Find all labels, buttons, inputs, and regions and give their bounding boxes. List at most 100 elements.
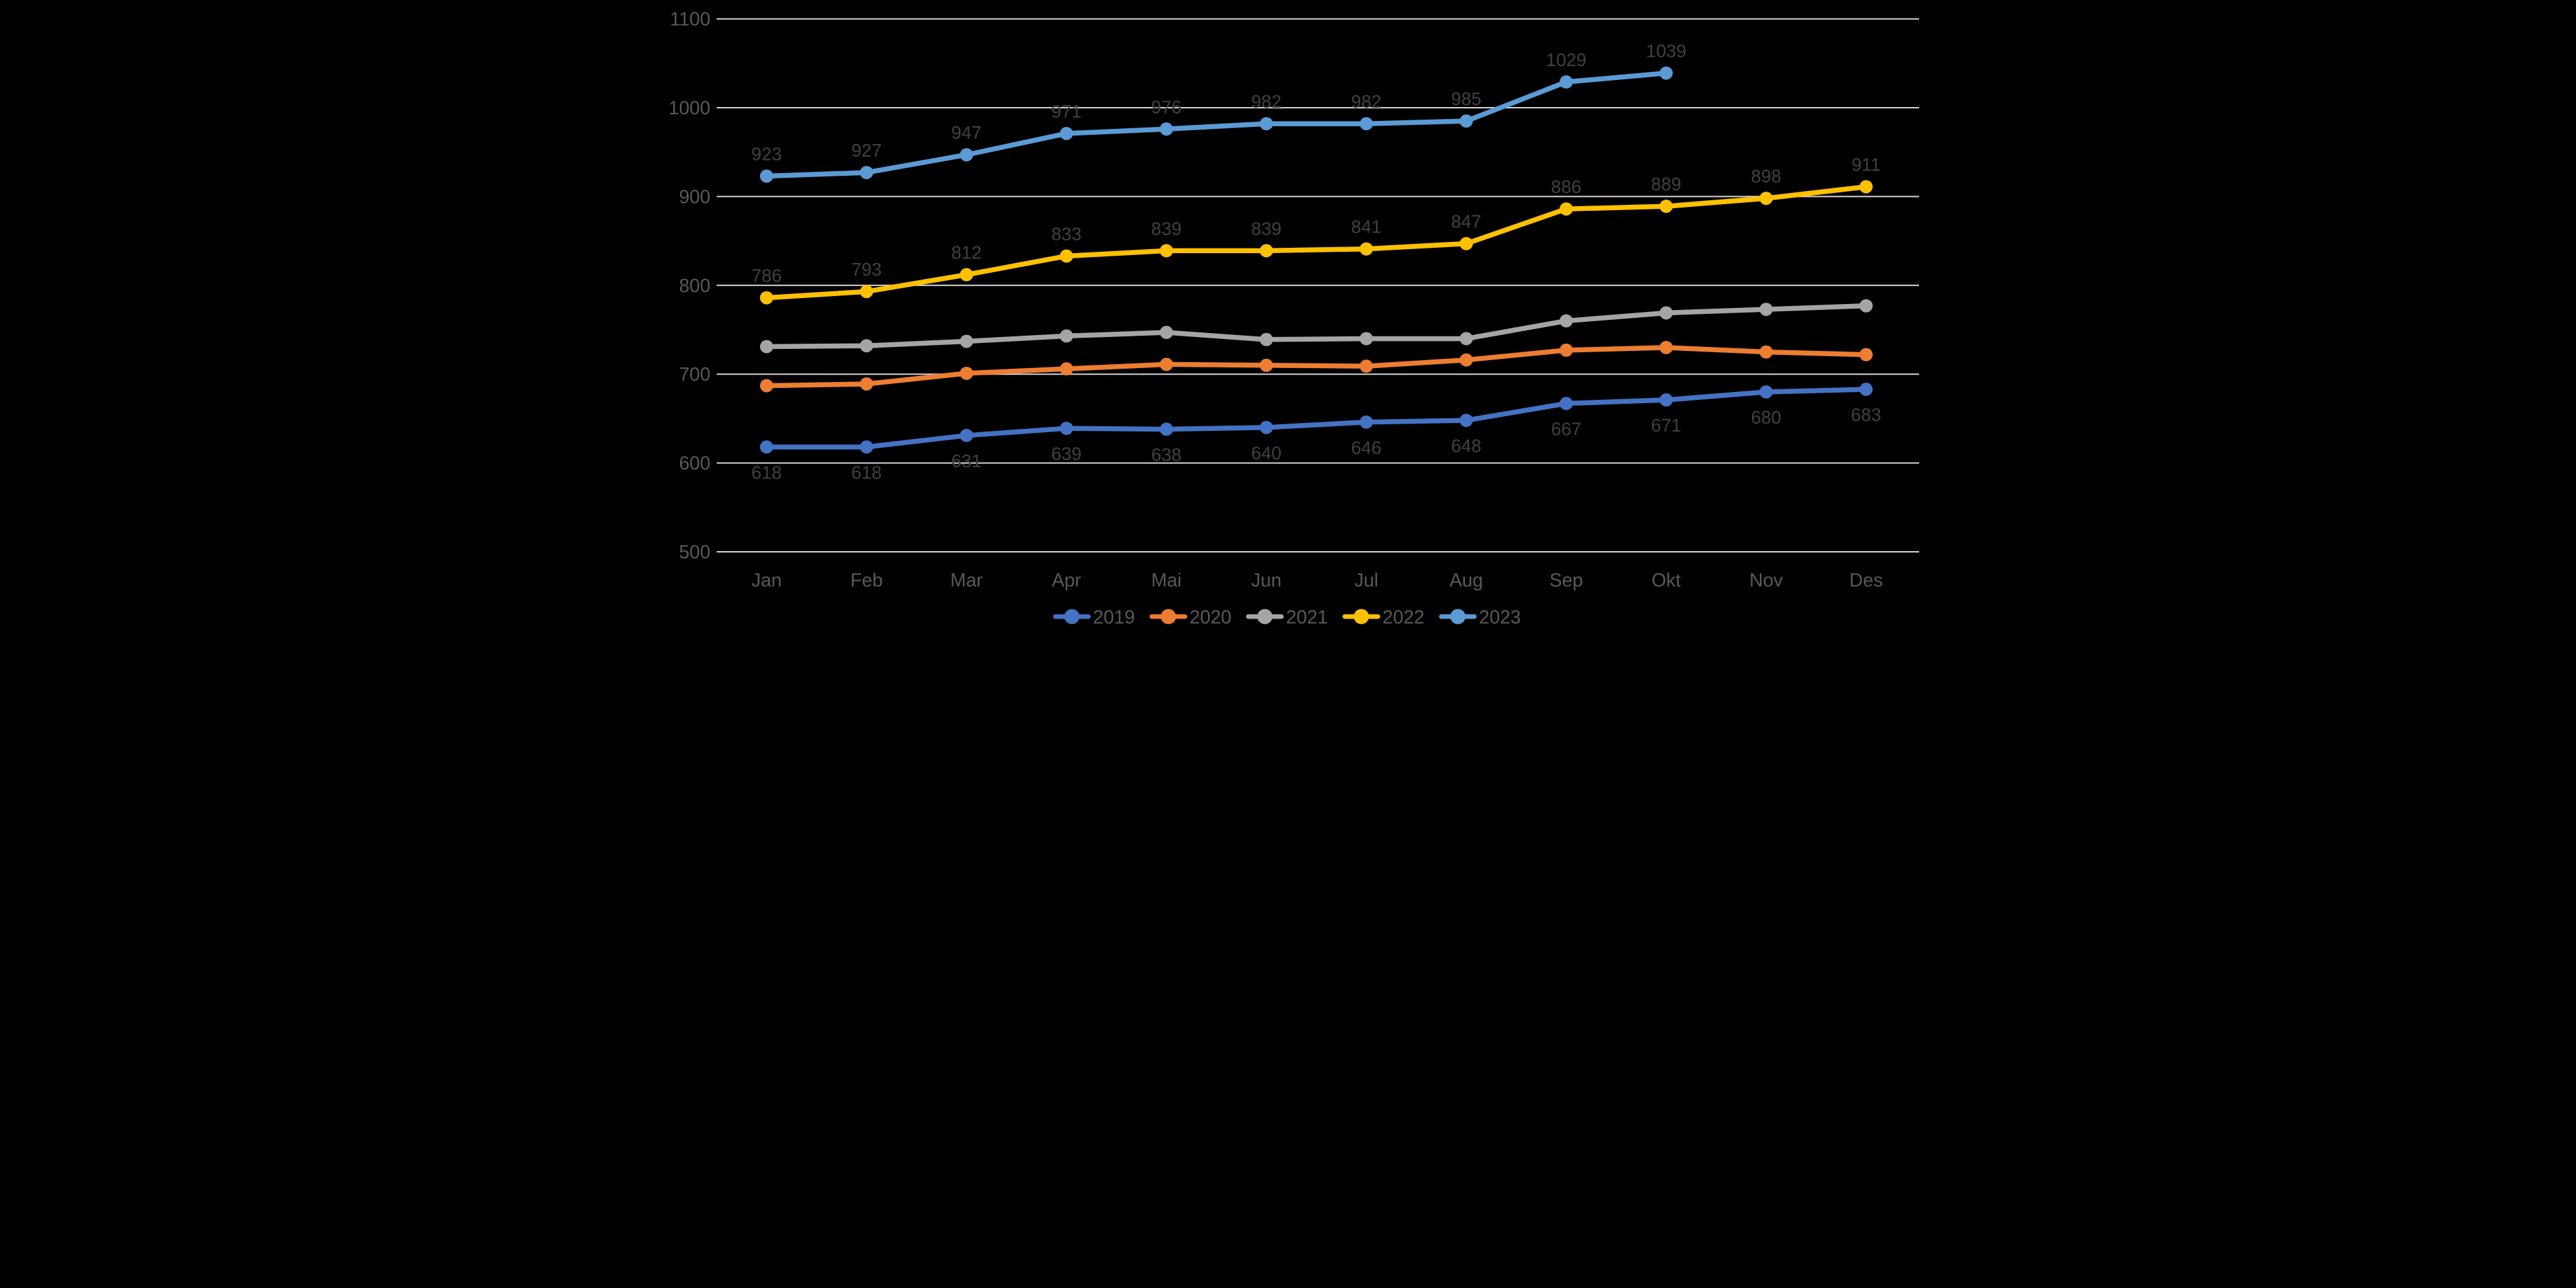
data-labels-layer: 618 618 631 639 638 640 646 648 667 671 680 683 786 7… xyxy=(751,41,1881,483)
data-label-2023: 985 xyxy=(1451,89,1481,109)
legend-item-2022: 2022 xyxy=(1342,607,1424,628)
y-axis-tick-label: 500 xyxy=(679,542,710,563)
data-label-2023: 976 xyxy=(1151,96,1182,117)
data-label-2023: 971 xyxy=(1051,101,1081,122)
data-point-marker-2019 xyxy=(759,440,773,454)
data-point-marker-2019 xyxy=(1259,420,1273,434)
data-point-marker-2021 xyxy=(859,339,873,353)
data-point-marker-2022 xyxy=(1559,202,1573,216)
data-label-2023: 1039 xyxy=(1646,41,1686,61)
data-label-2023: 947 xyxy=(951,122,981,143)
data-point-marker-2021 xyxy=(1759,303,1772,317)
data-label-2019: 638 xyxy=(1151,445,1182,465)
data-label-2022: 839 xyxy=(1151,218,1182,239)
data-point-marker-2022 xyxy=(1859,180,1873,194)
legend-item-2021: 2021 xyxy=(1246,607,1328,628)
data-label-2019: 618 xyxy=(751,462,782,482)
data-point-marker-2019 xyxy=(1459,414,1473,428)
data-point-marker-2021 xyxy=(1059,329,1073,343)
y-axis-tick-label: 1000 xyxy=(668,98,710,119)
data-point-marker-2020 xyxy=(759,379,773,393)
data-point-marker-2020 xyxy=(1159,358,1173,371)
x-axis-month-label: Mai xyxy=(1151,570,1182,591)
data-point-marker-2021 xyxy=(1859,299,1873,313)
data-label-2022: 886 xyxy=(1551,176,1581,197)
data-label-2022: 898 xyxy=(1751,166,1781,186)
data-point-marker-2022 xyxy=(1659,200,1673,213)
legend-label: 2022 xyxy=(1383,607,1424,628)
series-line-2023 xyxy=(763,70,1669,179)
data-point-marker-2020 xyxy=(1059,362,1073,376)
data-point-marker-2021 xyxy=(1359,332,1373,346)
data-point-marker-2020 xyxy=(859,377,873,391)
data-label-2022: 812 xyxy=(951,243,981,263)
data-point-marker-2023 xyxy=(1159,122,1173,136)
x-axis-month-label: Sep xyxy=(1549,570,1583,591)
data-point-marker-2021 xyxy=(1559,314,1573,328)
x-axis-month-label: Apr xyxy=(1051,570,1081,591)
data-point-marker-2021 xyxy=(1259,332,1273,346)
data-point-marker-2020 xyxy=(1259,358,1273,372)
x-axis-month-label: Mar xyxy=(950,570,983,591)
data-label-2022: 841 xyxy=(1351,217,1381,237)
data-point-marker-2023 xyxy=(859,166,873,180)
data-point-marker-2022 xyxy=(960,268,973,282)
data-label-2022: 786 xyxy=(751,266,782,286)
data-point-marker-2022 xyxy=(1159,244,1173,258)
data-point-marker-2023 xyxy=(1059,126,1073,140)
data-point-marker-2023 xyxy=(1659,66,1673,80)
data-label-2019: 639 xyxy=(1051,443,1081,464)
legend: 2019 2020 2021 2022 2023 xyxy=(1053,607,1521,628)
data-point-marker-2022 xyxy=(1259,244,1273,258)
data-point-marker-2020 xyxy=(1459,353,1473,367)
data-label-2019: 667 xyxy=(1551,419,1581,439)
legend-label: 2021 xyxy=(1286,607,1328,628)
data-point-marker-2023 xyxy=(759,169,773,183)
x-axis-month-label: Des xyxy=(1849,570,1883,591)
data-label-2019: 671 xyxy=(1651,415,1681,436)
y-axis-tick-label: 1100 xyxy=(669,9,710,30)
data-point-marker-2019 xyxy=(1559,397,1573,410)
x-axis-month-label: Jun xyxy=(1251,570,1281,591)
line-chart: 618 618 631 639 638 640 646 648 667 671 680 683 786 7… xyxy=(668,9,1919,628)
data-point-marker-2022 xyxy=(1059,249,1073,263)
data-label-2023: 927 xyxy=(851,140,882,161)
x-axis-month-label: Feb xyxy=(850,570,882,591)
data-label-2019: 646 xyxy=(1351,437,1381,458)
series-line-2019 xyxy=(763,387,1868,450)
x-axis: Jan Feb Mar Apr Mai Jun Jul Aug Sep Okt Nov Des xyxy=(751,570,1883,591)
data-point-marker-2022 xyxy=(1459,237,1473,250)
data-label-2022: 847 xyxy=(1451,211,1481,232)
data-label-2019: 648 xyxy=(1451,436,1481,456)
x-axis-month-label: Aug xyxy=(1449,570,1483,591)
data-point-marker-2022 xyxy=(859,285,873,299)
chart-canvas: 618 618 631 639 638 640 646 648 667 671 680 683 786 7… xyxy=(644,0,1932,644)
series-layer xyxy=(759,66,1873,454)
data-label-2022: 833 xyxy=(1051,223,1081,244)
legend-marker-circle xyxy=(1257,609,1272,625)
data-label-2019: 680 xyxy=(1751,407,1781,428)
data-label-2023: 982 xyxy=(1351,91,1381,112)
x-axis-month-label: Jan xyxy=(751,570,782,591)
data-point-marker-2023 xyxy=(1459,114,1473,128)
data-label-2022: 889 xyxy=(1651,174,1681,194)
data-label-2019: 631 xyxy=(951,451,981,471)
data-point-marker-2019 xyxy=(1159,422,1173,436)
legend-label: 2020 xyxy=(1190,607,1231,628)
data-point-marker-2022 xyxy=(759,291,773,305)
data-point-marker-2023 xyxy=(960,148,973,162)
series-line-2020 xyxy=(763,345,1868,389)
legend-label: 2023 xyxy=(1479,607,1521,628)
legend-marker-circle xyxy=(1353,609,1369,625)
data-point-marker-2019 xyxy=(960,428,973,442)
x-axis-month-label: Nov xyxy=(1749,570,1783,591)
data-point-marker-2019 xyxy=(859,440,873,454)
data-point-marker-2019 xyxy=(1659,393,1673,407)
data-point-marker-2019 xyxy=(1859,383,1873,397)
legend-marker-circle xyxy=(1450,609,1465,625)
data-point-marker-2019 xyxy=(1059,422,1073,436)
data-point-marker-2019 xyxy=(1359,415,1373,429)
legend-item-2019: 2019 xyxy=(1053,607,1135,628)
data-label-2022: 839 xyxy=(1251,218,1281,239)
y-axis-tick-label: 600 xyxy=(679,453,710,474)
